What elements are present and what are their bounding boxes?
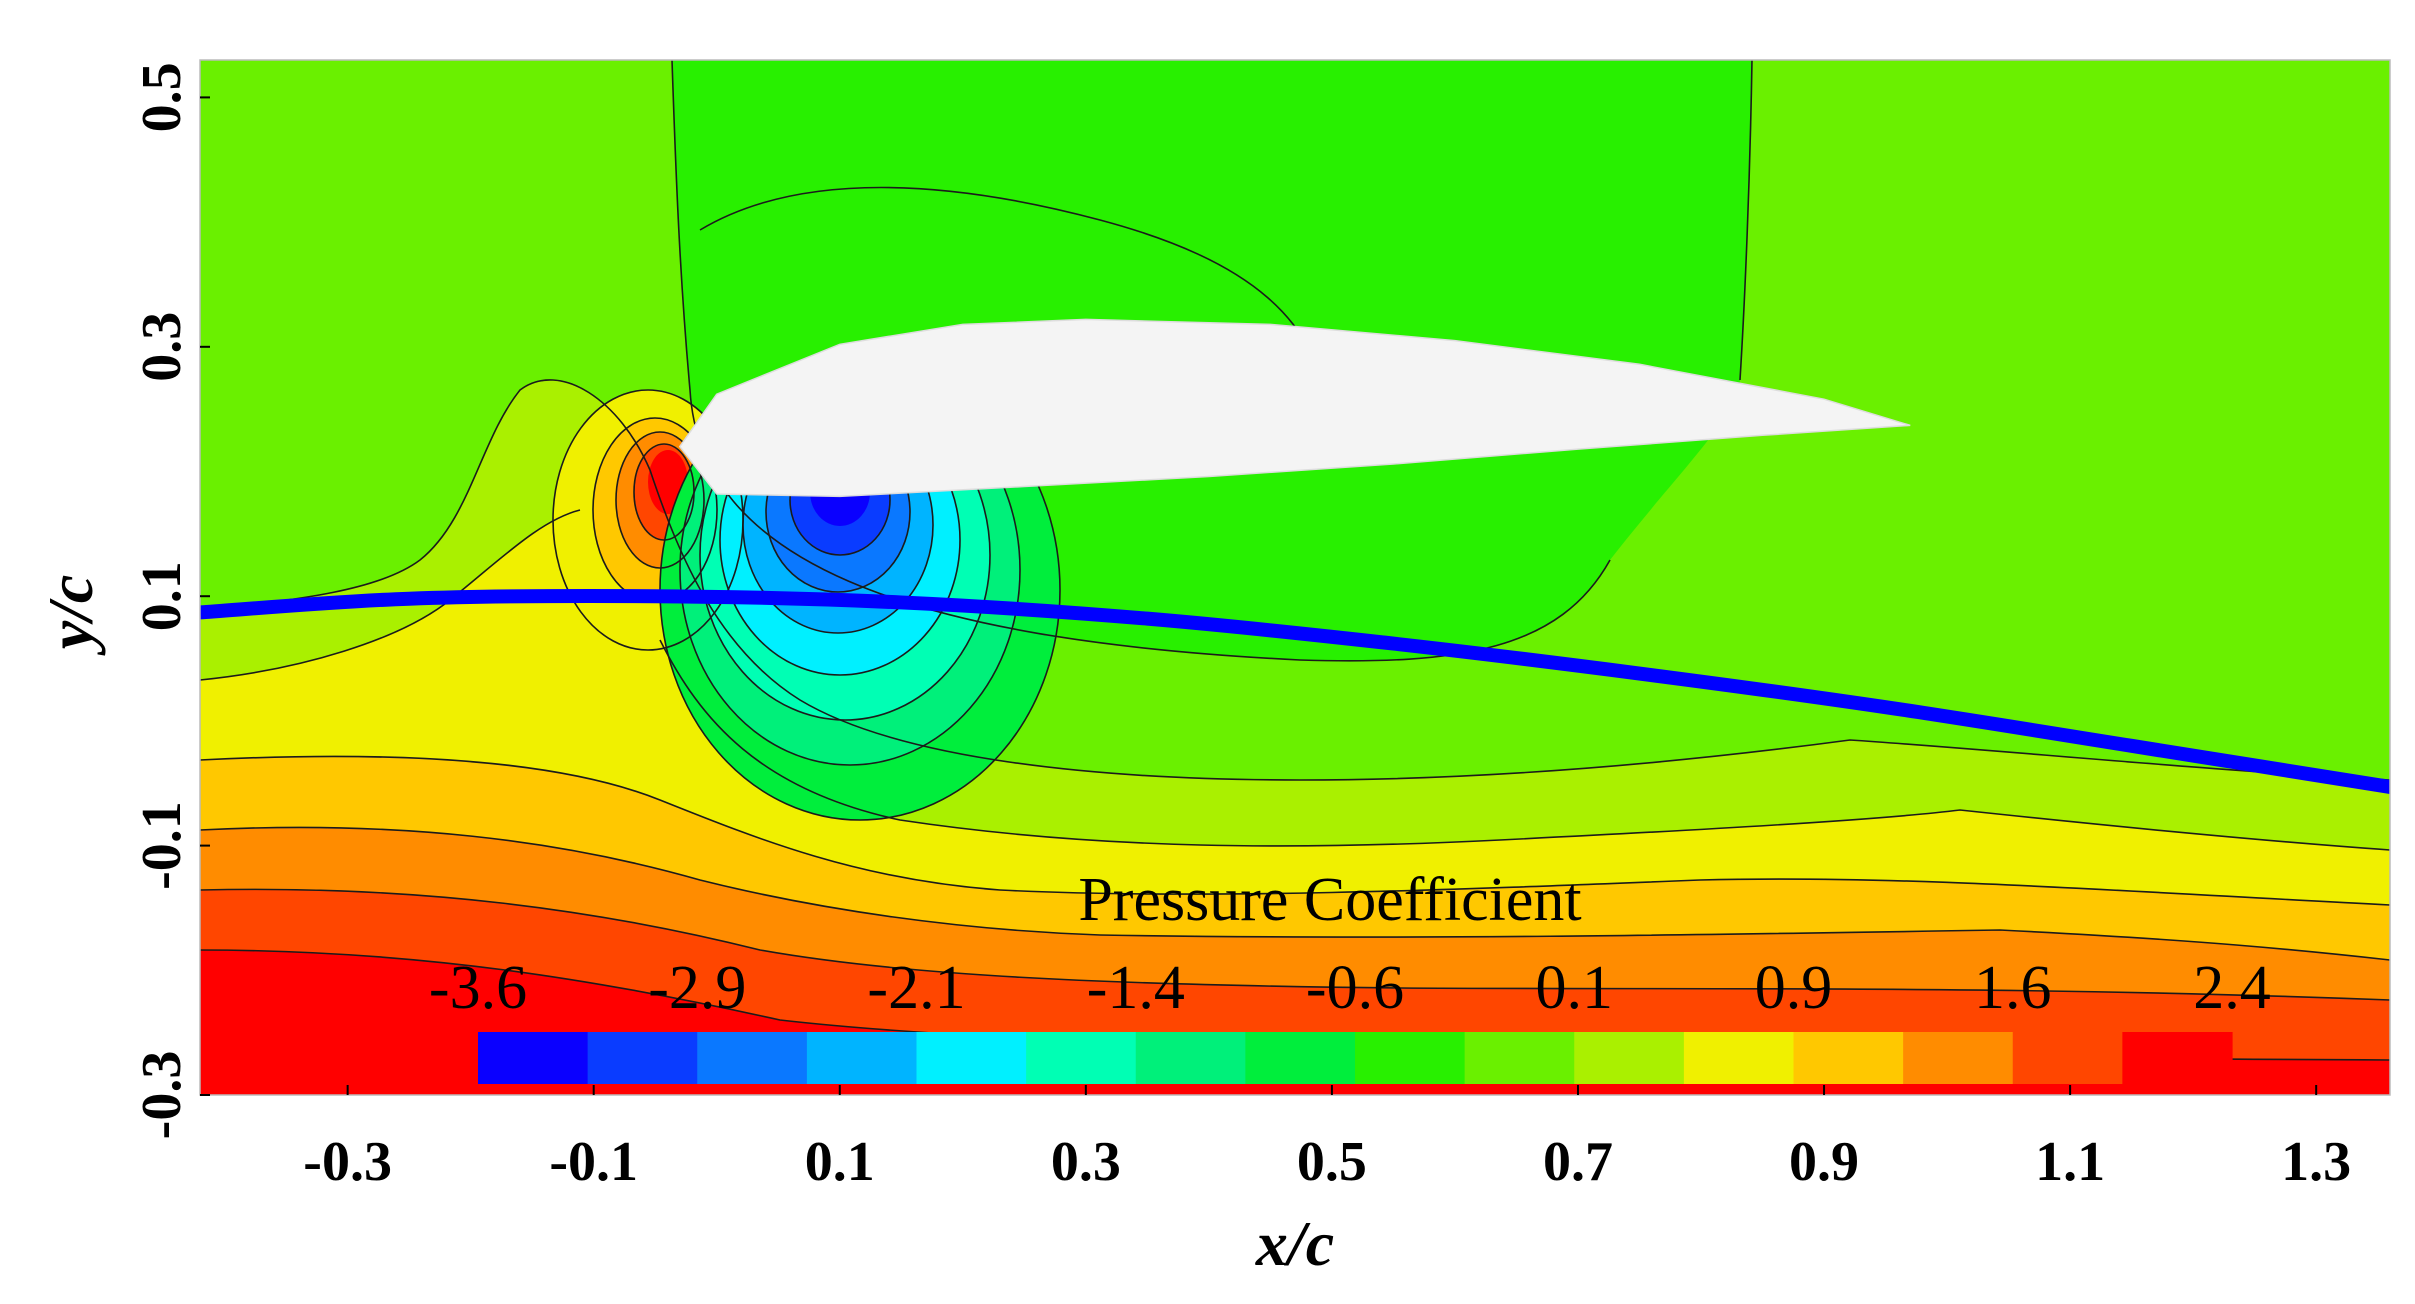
colorbar-segment: [916, 1032, 1027, 1084]
colorbar-segment: [478, 1032, 589, 1084]
y-tick-label: 0.3: [131, 312, 193, 382]
y-axis-label: y/c: [35, 575, 106, 657]
colorbar-tick-label: 0.1: [1536, 954, 1614, 1022]
x-axis-ticks: -0.3 -0.1 0.1 0.3 0.5 0.7 0.9 1.1 1.3: [303, 1085, 2351, 1193]
y-tick-label: -0.3: [131, 1051, 193, 1140]
y-tick-label: 0.5: [131, 62, 193, 132]
colorbar-segment: [806, 1032, 918, 1084]
airfoil-shape: [678, 318, 1911, 498]
x-tick-label: 0.9: [1789, 1131, 1859, 1193]
colorbar-segment: [1135, 1032, 1246, 1084]
colorbar-segment: [587, 1032, 698, 1084]
colorbar-segment: [697, 1032, 808, 1084]
x-tick-label: 1.1: [2035, 1131, 2105, 1193]
colorbar-title: Pressure Coefficient: [1078, 866, 1581, 934]
colorbar-tick-label: -0.6: [1306, 954, 1404, 1022]
colorbar-tick-label: 1.6: [1974, 954, 2052, 1022]
blue-curve: [200, 588, 2390, 794]
colorbar-tick-label: -3.6: [429, 954, 527, 1022]
x-tick-label: 0.1: [805, 1131, 875, 1193]
colorbar-segment: [1683, 1032, 1795, 1084]
colorbar-segment: [1903, 1032, 2014, 1084]
colorbar-segment: [1026, 1032, 1137, 1084]
colorbar-tick-labels: -3.6 -2.9 -2.1 -1.4 -0.6 0.1 0.9 1.6 2.4: [429, 954, 2271, 1022]
colorbar-tick-label: -2.9: [648, 954, 746, 1022]
colorbar-tick-label: -2.1: [867, 954, 965, 1022]
colorbar-segment: [2012, 1032, 2123, 1084]
y-axis-ticks: 0.5 0.3 0.1 -0.1 -0.3: [131, 62, 210, 1139]
colorbar-segment: [1245, 1032, 1356, 1084]
y-tick-label: 0.1: [131, 561, 193, 631]
y-tick-label: -0.1: [131, 801, 193, 890]
contour-field: -3.6 -2.9 -2.1 -1.4 -0.6 0.1 0.9 1.6 2.4 Pressur…: [200, 60, 2390, 1095]
x-tick-label: 1.3: [2281, 1131, 2351, 1193]
colorbar-tick-label: -1.4: [1087, 954, 1185, 1022]
colorbar-segment: [1464, 1032, 1575, 1084]
colorbar-tick-label: 2.4: [2193, 954, 2271, 1022]
x-tick-label: -0.3: [303, 1131, 392, 1193]
colorbar-segment: [2122, 1032, 2233, 1084]
colorbar-segment: [1574, 1032, 1685, 1084]
colorbar-segment: [1355, 1032, 1466, 1084]
plot-frame: [199, 59, 2391, 1096]
colorbar-segment: [1793, 1032, 1904, 1084]
x-tick-label: 0.7: [1543, 1131, 1613, 1193]
x-tick-label: -0.1: [549, 1131, 638, 1193]
colorbar-segments: [478, 1032, 2233, 1084]
x-tick-label: 0.3: [1051, 1131, 1121, 1193]
x-axis-label: x/c: [1255, 1208, 1334, 1279]
x-tick-label: 0.5: [1297, 1131, 1367, 1193]
colorbar-tick-label: 0.9: [1755, 954, 1833, 1022]
